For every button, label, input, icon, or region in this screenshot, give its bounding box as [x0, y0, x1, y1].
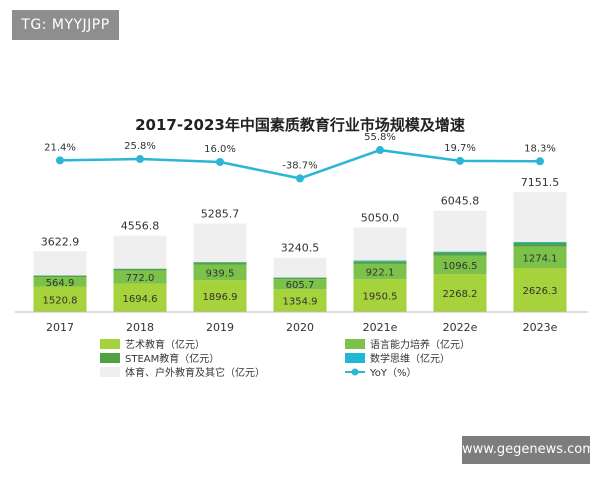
- bar-segment-3-5: [433, 251, 487, 253]
- legend-label-0: 艺术教育（亿元）: [125, 338, 205, 351]
- bar-segment-2-4: [353, 261, 407, 264]
- bar-segment-0-1: [113, 283, 167, 312]
- legend-swatch-1: [345, 339, 365, 349]
- yoy-point-4: [376, 146, 384, 155]
- bar-segment-2-0: [33, 275, 87, 278]
- total-label-5: 6045.8: [441, 195, 480, 208]
- legend-swatch-0: [100, 339, 120, 349]
- total-label-0: 3622.9: [41, 235, 80, 248]
- yoy-point-1: [136, 155, 144, 164]
- x-tick-6: 2023e: [523, 321, 558, 334]
- bar-segment-0-6: [513, 268, 567, 312]
- segment-label-0-5: 2268.2: [443, 289, 478, 300]
- bar-segment-2-3: [273, 277, 327, 280]
- bar-segment-3-6: [513, 241, 567, 243]
- bar-segment-1-0: [33, 277, 87, 287]
- segment-label-0-4: 1950.5: [363, 292, 398, 303]
- bar-segment-4-1: [113, 235, 167, 269]
- bar-segment-4-3: [273, 257, 327, 278]
- x-axis-labels: 2017 2018 2019 2020 2021e 2022e 2023e: [46, 321, 558, 334]
- bar-segment-2-1: [113, 268, 167, 271]
- segment-label-0-1: 1694.6: [123, 294, 158, 305]
- legend: 艺术教育（亿元） 语言能力培养（亿元） STEAM教育（亿元） 数学思维（亿元） 体育、…: [100, 338, 470, 379]
- legend-label-1: 语言能力培养（亿元）: [370, 338, 470, 351]
- legend-label-5: YoY（%）: [369, 367, 417, 379]
- x-tick-1: 2018: [126, 321, 154, 334]
- bar-segment-2-2: [193, 262, 247, 265]
- segment-label-0-2: 1896.9: [203, 292, 238, 303]
- yoy-label-2: 16.0%: [204, 144, 236, 155]
- bar-segment-4-2: [193, 223, 247, 263]
- bar-segment-0-4: [353, 279, 407, 312]
- chart-title: 2017-2023年中国素质教育行业市场规模及增速: [135, 116, 465, 134]
- watermark-badge: www.gegenews.com: [462, 436, 595, 464]
- bar-segment-1-1: [113, 270, 167, 284]
- legend-swatch-3: [345, 353, 365, 363]
- segment-label-0-0: 1520.8: [43, 295, 78, 306]
- segment-label-0-3: 1354.9: [283, 297, 318, 308]
- segment-label-1-0: 564.9: [46, 278, 75, 289]
- bar-segment-0-5: [433, 274, 487, 312]
- bar-segment-3-4: [353, 260, 407, 262]
- yoy-point-2: [216, 158, 224, 166]
- x-tick-0: 2017: [46, 321, 74, 334]
- total-label-4: 5050.0: [361, 211, 400, 224]
- bar-segment-4-4: [353, 227, 407, 261]
- bar-segment-0-3: [273, 289, 327, 312]
- x-tick-3: 2020: [286, 321, 314, 334]
- yoy-point-0: [56, 156, 64, 165]
- total-label-1: 4556.8: [121, 220, 160, 233]
- legend-marker-5: [351, 368, 359, 376]
- yoy-point-5: [456, 156, 464, 165]
- legend-label-4: 体育、户外教育及其它（亿元）: [125, 366, 265, 379]
- segment-label-1-1: 772.0: [126, 273, 155, 284]
- yoy-label-6: 18.3%: [524, 143, 556, 154]
- yoy-label-0: 21.4%: [44, 142, 76, 153]
- segment-label-1-3: 605.7: [286, 280, 315, 291]
- bar-segment-1-5: [433, 255, 487, 275]
- yoy-label-5: 19.7%: [444, 143, 476, 154]
- bar-segment-0-0: [33, 286, 87, 312]
- bar-segment-2-5: [433, 252, 487, 256]
- legend-label-3: 数学思维（亿元）: [370, 352, 450, 365]
- legend-swatch-2: [100, 353, 120, 363]
- x-tick-5: 2022e: [443, 321, 478, 334]
- bar-segment-4-0: [33, 251, 87, 276]
- source-tag: TG: MYYJJPP: [12, 10, 119, 40]
- yoy-label-1: 25.8%: [124, 141, 156, 152]
- total-label-3: 3240.5: [281, 242, 320, 255]
- segment-label-0-6: 2626.3: [523, 286, 558, 297]
- bar-segment-1-3: [273, 279, 327, 290]
- segment-label-1-2: 939.5: [206, 268, 235, 279]
- bar-segment-0-2: [193, 280, 247, 312]
- bars-layer: 1520.8 564.9 3622.9 1694.6 772.0 4556.8 1896.9…: [33, 176, 567, 312]
- legend-swatch-4: [100, 367, 120, 377]
- bar-segment-2-6: [513, 242, 567, 247]
- segment-label-1-5: 1096.5: [443, 261, 478, 272]
- segment-label-1-4: 922.1: [366, 268, 395, 279]
- legend-label-2: STEAM教育（亿元）: [125, 352, 219, 365]
- x-tick-4: 2021e: [363, 321, 398, 334]
- x-tick-2: 2019: [206, 321, 234, 334]
- bar-segment-4-6: [513, 192, 567, 242]
- yoy-line-layer: 21.4% 25.8% 16.0% -38.7% 55.8% 19.7% 18.3%: [44, 132, 556, 183]
- bar-segment-4-5: [433, 210, 487, 252]
- yoy-label-3: -38.7%: [282, 160, 317, 171]
- yoy-point-3: [296, 174, 304, 183]
- bar-segment-1-4: [353, 263, 407, 280]
- bar-segment-1-6: [513, 246, 567, 269]
- segment-label-1-6: 1274.1: [523, 253, 558, 264]
- yoy-label-4: 55.8%: [364, 132, 396, 143]
- total-label-6: 7151.5: [521, 176, 560, 189]
- bar-segment-1-2: [193, 264, 247, 281]
- yoy-point-6: [536, 157, 544, 166]
- total-label-2: 5285.7: [201, 207, 240, 220]
